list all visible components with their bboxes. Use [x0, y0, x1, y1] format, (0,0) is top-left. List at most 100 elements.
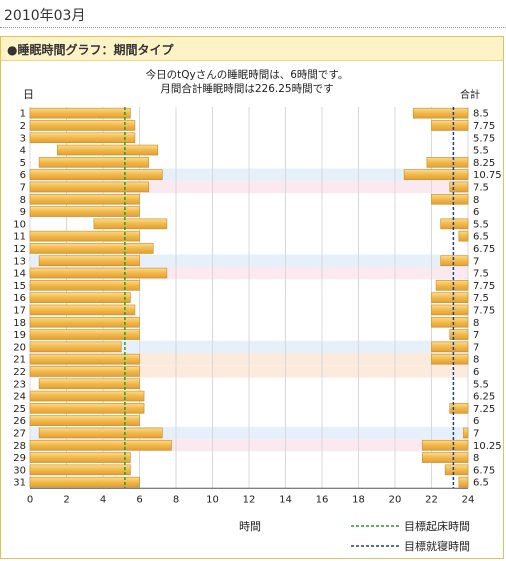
sleep-bar — [29, 403, 145, 414]
day-label: 8 — [20, 195, 26, 206]
day-label: 23 — [13, 379, 26, 390]
sleep-bar — [403, 169, 469, 180]
sleep-bar — [29, 267, 168, 279]
x-tick-label: 6 — [136, 494, 142, 505]
day-label: 10 — [13, 219, 26, 230]
x-tick-label: 22 — [425, 494, 438, 505]
total-label: 6.5 — [473, 478, 489, 489]
sleep-bar — [29, 120, 136, 131]
sleep-bar — [431, 193, 469, 205]
total-label: 7.5 — [473, 182, 489, 193]
day-label: 18 — [13, 318, 26, 329]
day-label: 9 — [20, 207, 26, 218]
day-label: 7 — [20, 182, 26, 193]
sleep-bar — [431, 304, 469, 316]
sleep-bar — [431, 292, 469, 303]
sleep-bar — [29, 464, 131, 476]
sleep-bar — [422, 452, 469, 463]
total-label: 7.75 — [473, 305, 495, 316]
sleep-bar — [29, 280, 140, 291]
total-label: 10.75 — [473, 170, 502, 181]
sleep-bar — [38, 157, 149, 168]
day-label: 31 — [13, 478, 26, 489]
sleep-bar — [29, 230, 140, 242]
day-label: 24 — [13, 392, 26, 403]
day-label: 12 — [13, 244, 26, 255]
x-tick-label: 18 — [352, 494, 365, 505]
sleep-bar — [29, 390, 145, 402]
sleep-chart-panel: ●睡眠時間グラフ：期間タイプ 今日のtQyさんの睡眠時間は、6時間です。 月間合… — [0, 36, 504, 559]
total-label: 6.25 — [473, 392, 495, 403]
sleep-bar — [431, 353, 469, 365]
sleep-bar — [29, 107, 131, 119]
sleep-bar — [29, 439, 172, 451]
day-label: 16 — [13, 293, 26, 304]
sleep-bar — [444, 464, 469, 476]
sleep-bar — [422, 439, 469, 451]
day-label: 28 — [13, 441, 26, 452]
x-tick-label: 24 — [462, 494, 475, 505]
sleep-bar — [29, 415, 140, 426]
sleep-bar — [440, 255, 469, 267]
heading-divider — [0, 27, 506, 28]
sleep-period-chart: 今日のtQyさんの睡眠時間は、6時間です。 月間合計睡眠時間は226.25時間で… — [13, 68, 502, 553]
sleep-bar — [38, 378, 140, 390]
sleep-bar — [29, 476, 140, 488]
total-label: 7.5 — [473, 293, 489, 304]
total-label: 5.5 — [473, 146, 489, 157]
day-axis-label: 日 — [23, 88, 34, 101]
legend: 目標起床時間 目標就寝時間 — [351, 519, 470, 553]
x-tick-label: 8 — [173, 494, 179, 505]
sleep-bar — [449, 329, 469, 340]
day-label: 30 — [13, 465, 26, 476]
sleep-bar — [449, 403, 469, 414]
total-label: 7 — [473, 428, 479, 439]
total-label: 6.75 — [473, 465, 495, 476]
day-label: 13 — [13, 256, 26, 267]
sleep-bar — [29, 181, 149, 193]
day-label: 26 — [13, 416, 26, 427]
sleep-bar — [458, 230, 469, 242]
sleep-bar — [435, 280, 469, 291]
day-label: 21 — [13, 355, 26, 366]
sleep-bar — [29, 341, 122, 353]
day-label: 6 — [20, 170, 26, 181]
sleep-bar — [29, 132, 136, 144]
total-label: 8 — [473, 453, 479, 464]
sleep-bar — [29, 316, 140, 328]
total-label: 8 — [473, 195, 479, 206]
total-label: 5.75 — [473, 133, 495, 144]
x-tick-label: 2 — [63, 494, 69, 505]
day-label: 4 — [20, 146, 26, 157]
total-label: 6 — [473, 367, 479, 378]
sleep-bar — [29, 292, 131, 303]
total-label: 7.25 — [473, 404, 495, 415]
sleep-bar — [463, 427, 469, 439]
sleep-bar — [29, 243, 154, 254]
total-label: 10.25 — [473, 441, 502, 452]
sleep-bar — [440, 218, 469, 230]
day-label: 11 — [13, 232, 26, 243]
total-label: 7.75 — [473, 121, 495, 132]
chart-subtitle-line2: 月間合計睡眠時間は226.25時間です — [160, 82, 333, 95]
day-label: 15 — [13, 281, 26, 292]
sleep-bar — [29, 452, 131, 463]
day-label: 17 — [13, 305, 26, 316]
total-label: 6.5 — [473, 232, 489, 243]
day-label: 14 — [13, 269, 26, 280]
x-tick-label: 16 — [316, 494, 329, 505]
sleep-bar — [57, 144, 159, 156]
day-label: 5 — [20, 158, 26, 169]
x-tick-label: 0 — [27, 494, 33, 505]
day-label: 2 — [20, 121, 26, 132]
total-label: 5.5 — [473, 219, 489, 230]
sleep-bar — [29, 329, 140, 340]
total-label: 7.5 — [473, 269, 489, 280]
sleep-bar — [412, 107, 469, 119]
total-label: 8 — [473, 318, 479, 329]
x-tick-label: 20 — [389, 494, 402, 505]
total-axis-label: 合計 — [460, 88, 480, 101]
sleep-bar — [29, 366, 140, 377]
sleep-bar — [38, 427, 163, 439]
total-label: 7.75 — [473, 281, 495, 292]
